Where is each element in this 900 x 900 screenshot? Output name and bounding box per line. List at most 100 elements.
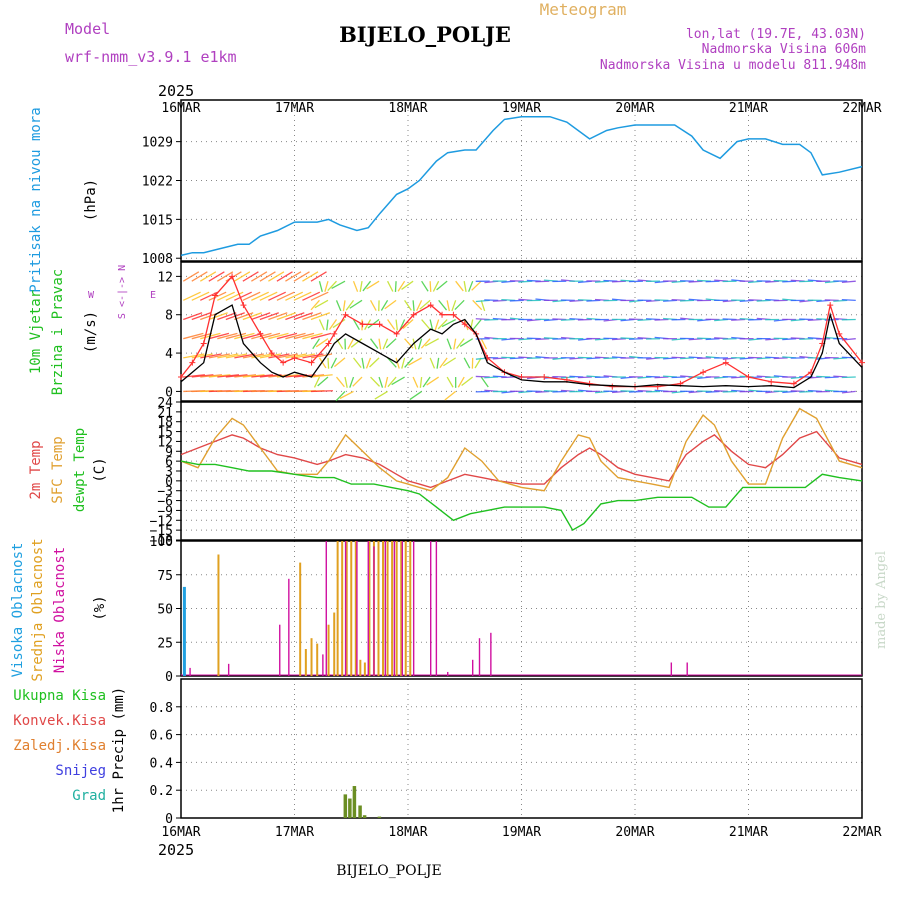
temp-frame <box>180 401 863 541</box>
cloud-low-bar <box>393 541 396 676</box>
wind-gust-marker <box>189 359 196 366</box>
wind-arrow <box>492 299 507 302</box>
wind-arrow <box>365 357 372 369</box>
wind-ytick-label: 8 <box>165 309 173 324</box>
wind-speed-line <box>180 304 863 389</box>
footer-station: BIJELO_POLJE <box>336 863 441 879</box>
wind-arrow <box>183 332 204 340</box>
wind-arrow <box>387 357 397 368</box>
wind-arrow <box>807 318 822 322</box>
wind-unit: (m/s) <box>83 311 99 353</box>
wind-arrow <box>332 318 346 329</box>
wind-arrow <box>446 338 452 350</box>
wind-arrow <box>790 390 805 393</box>
wind-arrow <box>350 338 363 348</box>
wind-gust-marker <box>331 330 338 337</box>
wind-arrow <box>509 299 524 302</box>
cloud-low-bar <box>367 541 369 676</box>
wind-arrow <box>242 353 265 359</box>
chart-title: BIJELO_POLJE <box>339 22 511 47</box>
wind-arrow <box>419 299 431 310</box>
cloud-low-bar <box>490 632 492 676</box>
wind-gust-marker <box>518 374 525 381</box>
wind-arrow <box>369 300 377 311</box>
wind-arrow <box>217 332 238 340</box>
wind-arrow <box>385 338 397 349</box>
wind-arrow <box>285 291 304 301</box>
wind-arrow <box>310 332 332 340</box>
time-tick-label-bottom: 17MAR <box>275 825 314 840</box>
wind-arrow <box>446 300 450 312</box>
cloud-low-bar <box>435 541 438 676</box>
temp-ytick-label: −15 <box>150 524 173 539</box>
temp-ytick-label: 15 <box>157 426 173 441</box>
wind-arrow <box>208 312 228 321</box>
wind-arrow <box>293 312 314 321</box>
wind-arrow <box>268 291 287 301</box>
wind-arrow <box>441 318 456 328</box>
wind-arrow <box>731 376 746 379</box>
wind-gust-marker <box>376 321 383 328</box>
wind-arrow <box>335 390 346 402</box>
wind-arrow <box>208 353 230 359</box>
wind-gust-marker <box>609 383 616 390</box>
wind-arrow <box>841 280 856 283</box>
wind-arrow <box>463 281 467 293</box>
wind-arrow <box>421 280 429 292</box>
wind-arrow <box>362 280 372 292</box>
wind-arrow <box>208 271 225 282</box>
wind-arrow <box>472 299 483 311</box>
temp-ytick-label: −6 <box>157 495 173 510</box>
wind-arrow <box>782 338 797 341</box>
wind-arrow <box>628 390 643 393</box>
pressure-line <box>180 115 863 257</box>
wind-arrow <box>424 338 439 347</box>
wind-arrow <box>841 298 856 301</box>
wind-arrow <box>654 376 669 379</box>
wind-arrow <box>722 318 737 321</box>
wind-arrow <box>335 300 342 312</box>
wind-arrow <box>191 291 210 301</box>
wind-arrow <box>310 390 333 393</box>
cloud-high-bar <box>182 586 186 676</box>
wind-arrow <box>603 279 618 282</box>
wind-arrow <box>313 376 321 388</box>
cloud-ytick-label: 25 <box>157 636 173 651</box>
wind-arrow <box>259 291 278 301</box>
wind-arrow <box>552 318 567 321</box>
wind-arrow <box>276 332 298 340</box>
wind-arrow <box>756 357 771 360</box>
wind-gust-marker <box>240 302 247 309</box>
wind-gust-marker <box>393 330 400 337</box>
precip-label-total: Ukupna Kisa <box>13 688 106 704</box>
wind-arrow <box>833 299 848 302</box>
time-tick-label-bottom: 18MAR <box>388 825 427 840</box>
wind-arrow <box>397 280 406 292</box>
wind-arrow <box>330 357 338 369</box>
cloud-mid-bar <box>368 541 371 676</box>
cloud-low-bar <box>430 541 432 676</box>
wind-gust-marker <box>212 292 219 299</box>
wind-arrow <box>345 299 355 311</box>
wind-arrow <box>437 319 448 330</box>
wind-arrow <box>420 338 431 349</box>
wind-arrow <box>688 280 703 283</box>
wind-arrow <box>251 291 269 301</box>
wind-arrow <box>200 374 223 378</box>
wind-arrow <box>446 376 454 388</box>
wind-arrow <box>327 357 330 369</box>
wind-arrow <box>432 280 440 292</box>
wind-arrow <box>276 353 299 359</box>
wind-gust-marker <box>229 273 236 280</box>
wind-arrow <box>705 280 720 283</box>
wind-arrow <box>603 357 618 360</box>
wind-arrow <box>349 299 363 309</box>
precip-bar <box>358 805 362 818</box>
wind-gust-marker <box>827 302 834 309</box>
model-name: wrf-nmm_v3.9.1 e1km <box>65 48 237 66</box>
wind-arrow <box>200 353 222 359</box>
time-axis-top: 16MAR 17MAR 18MAR 19MAR 20MAR 21MAR 22MAR <box>161 101 881 116</box>
wind-arrow <box>312 338 321 350</box>
wind-arrow <box>395 357 400 369</box>
cloud-low-bar <box>279 624 281 676</box>
